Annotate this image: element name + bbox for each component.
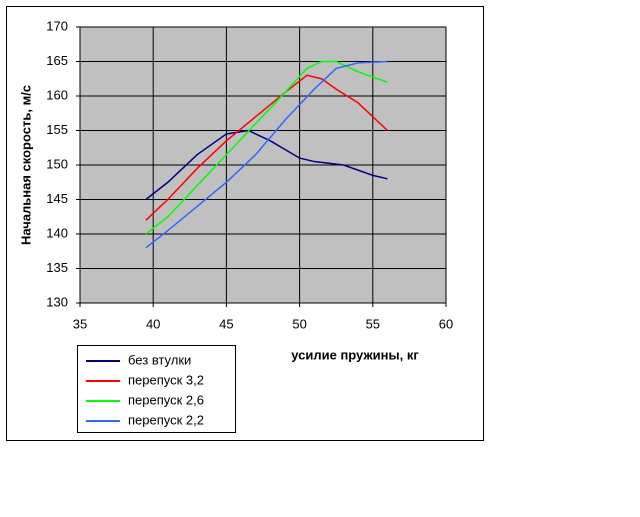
x-tick-label: 45	[219, 316, 233, 331]
y-tick-label: 170	[46, 18, 68, 33]
y-tick-label: 140	[46, 225, 68, 240]
y-tick-label: 150	[46, 156, 68, 171]
series-line	[145, 129, 388, 201]
y-tick-label: 155	[46, 122, 68, 137]
legend-label: перепуск 2,6	[128, 392, 204, 407]
x-axis-label: усилие пружины, кг	[291, 347, 419, 362]
y-tick-label: 130	[46, 294, 68, 309]
y-tick-label: 135	[46, 260, 68, 275]
x-tick-label: 50	[292, 316, 306, 331]
legend-label: перепуск 3,2	[128, 372, 204, 387]
x-tick-label: 60	[439, 316, 453, 331]
legend-label: без втулки	[128, 352, 191, 367]
legend-label: перепуск 2,2	[128, 412, 204, 427]
y-tick-label: 165	[46, 53, 68, 68]
y-tick-label: 160	[46, 87, 68, 102]
x-tick-label: 40	[146, 316, 160, 331]
x-tick-label: 35	[73, 316, 87, 331]
x-tick-label: 55	[366, 316, 380, 331]
series-line	[145, 60, 388, 235]
y-axis-label: Начальная скорость, м/с	[18, 85, 33, 245]
series-line	[145, 60, 388, 249]
y-tick-label: 145	[46, 191, 68, 206]
